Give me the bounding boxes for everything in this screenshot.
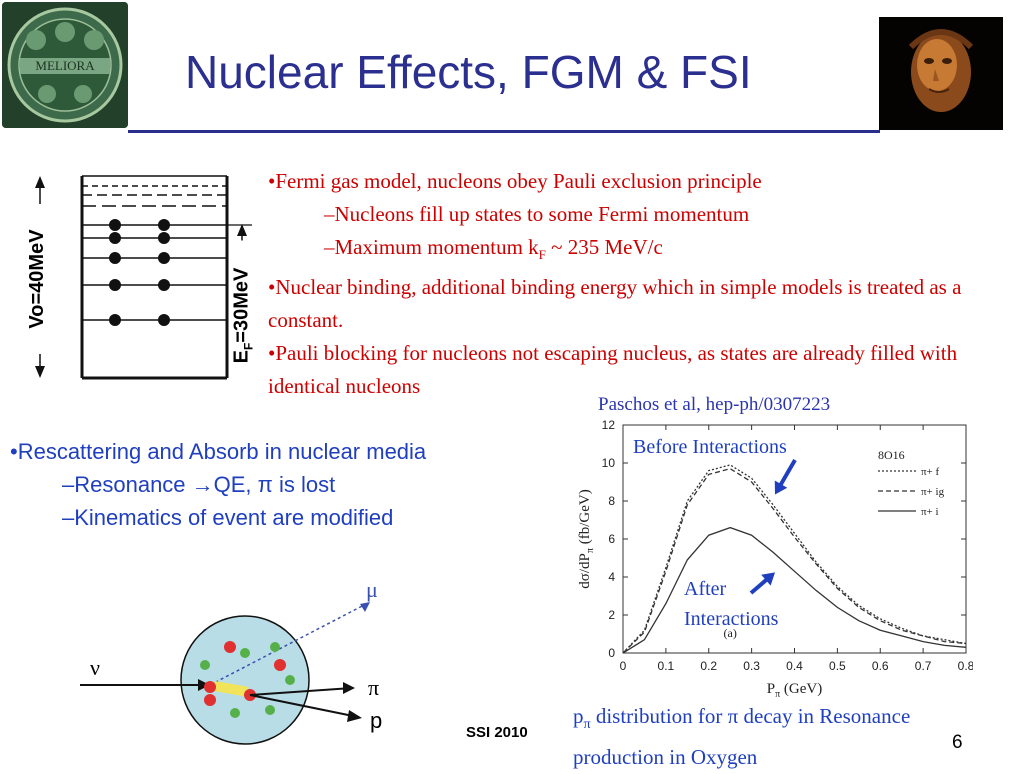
potential-well-diagram: Vo=40MeV EF=30MeV — [22, 168, 260, 391]
ef-label-sub: F — [241, 342, 256, 351]
x-axis-label: Pπ (GeV) — [767, 681, 822, 700]
series-line-1 — [622, 464, 967, 654]
kf-subscript: F — [538, 247, 546, 263]
legend-entry-3: π+ i — [921, 506, 939, 518]
muon-label: μ — [366, 577, 378, 602]
bullet-fermi-gas: •Fermi gas model, nucleons obey Pauli ex… — [268, 169, 762, 193]
sub-bullet-fill-states: –Nucleons fill up states to some Fermi m… — [324, 202, 750, 226]
arrow-before-interactions-head — [774, 480, 788, 495]
footer-text: SSI 2010 — [466, 724, 528, 741]
max-momentum-value: ~ 235 MeV/c — [545, 235, 663, 259]
pion-label: π — [368, 675, 380, 700]
title-divider — [128, 130, 880, 133]
x-tick-label: 0.3 — [743, 659, 760, 673]
annotation-after-line2: Interactions — [684, 608, 779, 630]
bullet-rescattering: •Rescattering and Absorb in nuclear medi… — [10, 439, 427, 464]
max-momentum-text: –Maximum momentum k — [324, 235, 539, 259]
neutrino-label: ν — [90, 655, 100, 680]
page-number: 6 — [952, 732, 963, 753]
nucleus-scattering-diagram: ν μ π p — [70, 575, 400, 765]
panel-label: (a) — [724, 626, 737, 640]
arrow-after-interactions-head — [761, 572, 776, 586]
bust-portrait-image — [879, 17, 1003, 130]
annotation-after-line1: After — [684, 578, 727, 600]
pion-momentum-chart: 0 0.1 0.2 0.3 0.4 0.5 0.6 0.7 0.8 0 2 4 6 8 10 12 Pπ (Ge… — [573, 415, 975, 700]
slide-title: Nuclear Effects, FGM & FSI — [185, 46, 752, 98]
citation: Paschos et al, hep-ph/0307223 — [598, 394, 831, 415]
x-tick-label: 0 — [620, 659, 627, 673]
legend-title: 8O16 — [878, 448, 905, 462]
x-tick-label: 0.5 — [829, 659, 846, 673]
sub-bullet-max-momentum: –Maximum momentum kF ~ 235 MeV/c — [268, 231, 968, 271]
annotation-after-interactions: After Interactions — [684, 574, 778, 634]
y-tick-label: 8 — [608, 494, 615, 508]
sub-bullet-kinematics: –Kinematics of event are modified — [62, 505, 394, 530]
caption-p: p — [573, 704, 584, 728]
y-axis-label: dσ/dPπ (fb/GeV) — [577, 489, 596, 588]
caption-text: distribution for π decay in Resonance pr… — [573, 704, 911, 770]
caption-sub: π — [583, 717, 591, 733]
svg-text:MELIORA: MELIORA — [35, 58, 95, 73]
ef-label-main: E — [230, 350, 253, 364]
y-tick-label: 6 — [608, 532, 615, 546]
bullet-nuclear-binding: •Nuclear binding, additional binding ene… — [268, 275, 962, 333]
y-tick-label: 0 — [608, 646, 615, 660]
x-tick-label: 0.6 — [872, 659, 889, 673]
annotation-before-interactions: Before Interactions — [633, 436, 787, 458]
x-tick-label: 0.4 — [786, 659, 803, 673]
y-tick-label: 2 — [608, 608, 615, 622]
legend-entry-1: π+ f — [921, 466, 940, 478]
y-tick-label: 10 — [602, 456, 616, 470]
fermi-gas-bullets: •Fermi gas model, nucleons obey Pauli ex… — [268, 165, 968, 403]
x-tick-label: 0.2 — [700, 659, 717, 673]
chart-caption: pπ distribution for π decay in Resonance… — [573, 700, 993, 774]
x-tick-label: 0.1 — [658, 659, 675, 673]
y-tick-label: 4 — [608, 570, 615, 584]
proton-label: p — [370, 708, 383, 733]
bullet-pauli-blocking: •Pauli blocking for nucleons not escapin… — [268, 341, 958, 399]
university-seal-logo: MELIORA — [2, 2, 128, 128]
series-line-2 — [622, 467, 967, 654]
y-tick-label: 12 — [602, 418, 616, 432]
ef-label-value: =30MeV — [230, 267, 253, 343]
chart-svg: 0 0.1 0.2 0.3 0.4 0.5 0.6 0.7 0.8 0 2 4 6 8 10 12 Pπ (Ge… — [577, 418, 975, 700]
legend-entry-2: π+ ig — [921, 486, 945, 498]
rescattering-bullets: •Rescattering and Absorb in nuclear medi… — [10, 435, 510, 534]
series-line-3 — [622, 526, 967, 654]
ef-label: EF=30MeV — [230, 240, 260, 391]
plot-frame — [622, 424, 967, 654]
v0-label: Vo=40MeV — [26, 204, 48, 354]
x-tick-label: 0.8 — [958, 659, 973, 673]
x-tick-label: 0.7 — [915, 659, 932, 673]
sub-bullet-resonance: –Resonance →QE, π is lost — [62, 472, 336, 497]
